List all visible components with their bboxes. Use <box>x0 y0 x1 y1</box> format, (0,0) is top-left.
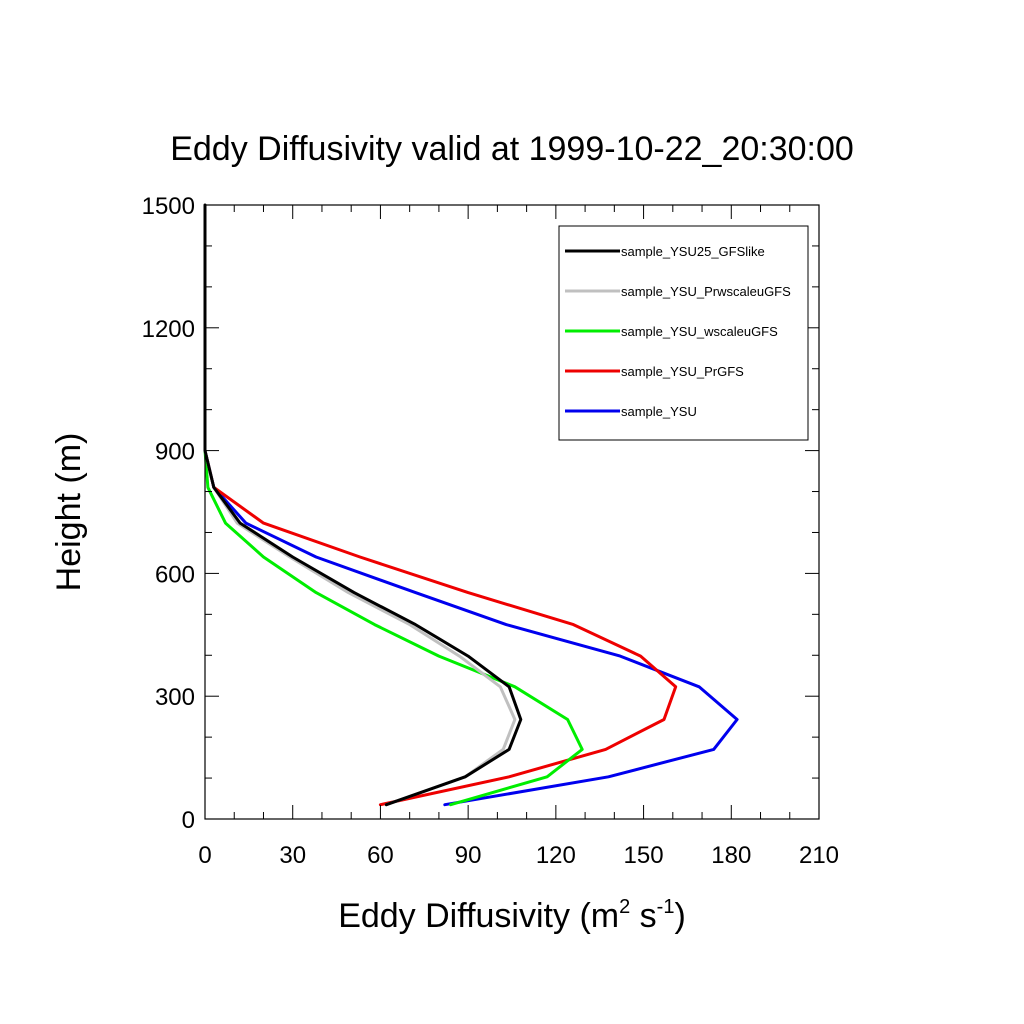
chart-title: Eddy Diffusivity valid at 1999-10-22_20:… <box>170 130 854 168</box>
y-tick-label: 1500 <box>142 193 195 220</box>
x-axis-label-unit-open: ( <box>579 897 591 935</box>
y-tick-label: 300 <box>155 684 195 711</box>
x-axis-unit-s: s <box>640 897 657 935</box>
axis-ticks: 0 30 60 90 120 150 180 210 0 300 600 900 1200 1500 <box>142 193 839 869</box>
series-line-4 <box>203 449 739 807</box>
x-tick-label: 180 <box>711 842 751 869</box>
x-tick-label: 90 <box>455 842 482 869</box>
x-tick-label: 210 <box>799 842 839 869</box>
y-tick-label: 1200 <box>142 316 195 343</box>
series-line-2 <box>203 449 584 807</box>
y-axis-label: Height (m) <box>50 433 88 592</box>
x-tick-label: 150 <box>624 842 664 869</box>
y-tick-label: 600 <box>155 561 195 588</box>
legend-label: sample_YSU <box>621 404 697 419</box>
x-axis-unit-m: m <box>591 897 619 935</box>
y-tick-label: 900 <box>155 439 195 466</box>
legend-label: sample_YSU25_GFSlike <box>621 244 765 259</box>
legend-label: sample_YSU_wscaleuGFS <box>621 324 778 339</box>
series-line-3 <box>203 449 678 807</box>
legend-label: sample_YSU_PrwscaleuGFS <box>621 284 791 299</box>
x-tick-label: 30 <box>279 842 306 869</box>
legend-box <box>558 225 809 441</box>
series-line-1 <box>203 449 517 807</box>
x-axis-unit-space <box>630 897 639 935</box>
x-axis-label: Eddy Diffusivity (m2 s-1) <box>338 896 686 935</box>
legend: sample_YSU25_GFSlike sample_YSU_Prwscaleu… <box>558 225 809 441</box>
plot-frame <box>204 204 820 820</box>
x-axis-unit-exp-m: 2 <box>619 896 630 918</box>
x-tick-label: 120 <box>536 842 576 869</box>
x-axis-unit-exp-s: -1 <box>657 896 675 918</box>
x-tick-label: 60 <box>367 842 394 869</box>
x-axis-label-text: Eddy Diffusivity <box>338 897 570 935</box>
x-axis-label-unit-close: ) <box>674 897 685 935</box>
y-tick-label: 0 <box>182 807 195 834</box>
legend-label: sample_YSU_PrGFS <box>621 364 744 379</box>
x-tick-label: 0 <box>198 842 211 869</box>
